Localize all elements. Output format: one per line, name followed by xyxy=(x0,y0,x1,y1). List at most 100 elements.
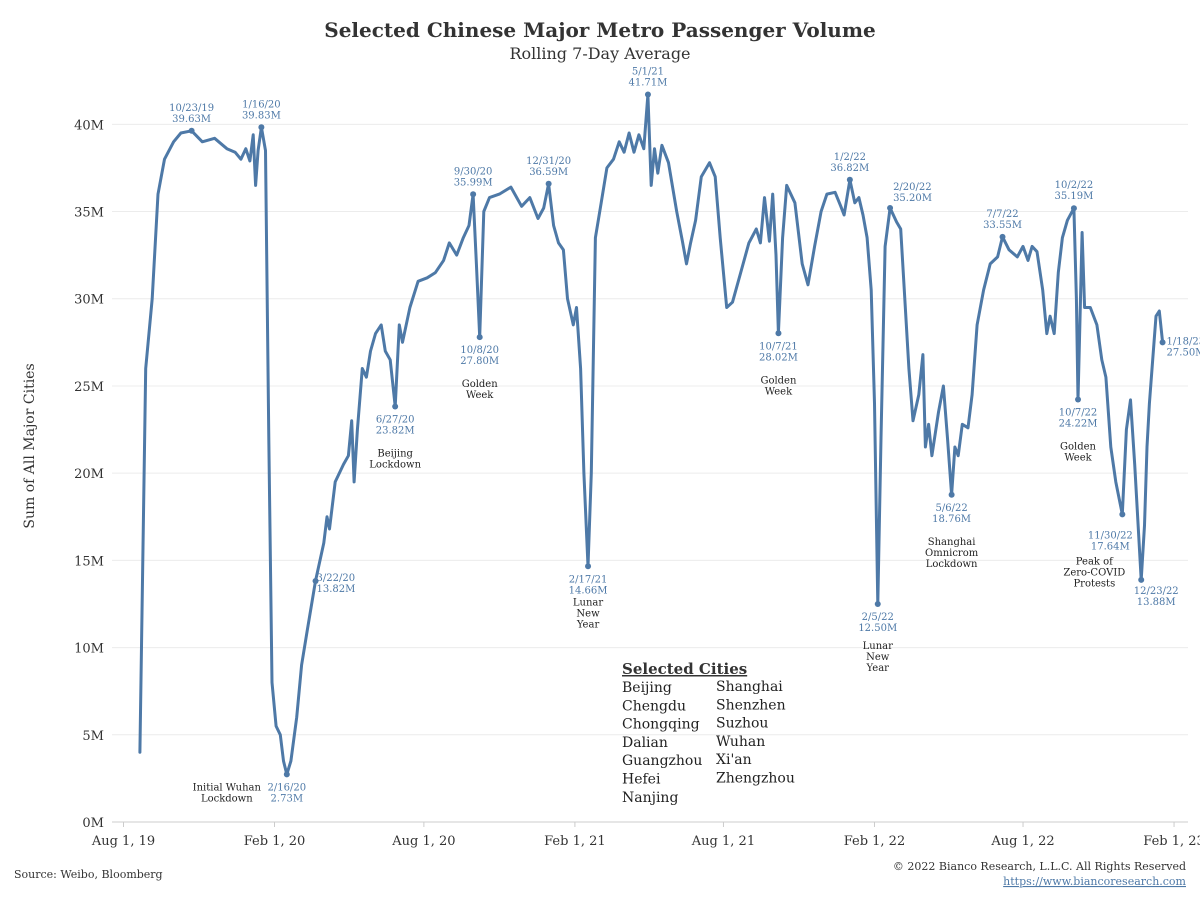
annotation-value: 2/17/21 xyxy=(569,574,608,585)
annotation-value: 35.99M xyxy=(454,177,493,188)
legend-city: Nanjing xyxy=(622,790,678,806)
website-link[interactable]: https://www.biancoresearch.com xyxy=(1003,875,1186,888)
annotated-point xyxy=(312,577,319,584)
annotation-note: Lockdown xyxy=(201,793,253,804)
annotation-note: New xyxy=(576,608,600,619)
y-tick-label: 25M xyxy=(74,380,104,395)
annotated-point xyxy=(258,124,265,131)
annotation-value: 14.66M xyxy=(569,585,608,596)
annotated-point xyxy=(887,205,894,212)
annotated-point xyxy=(545,180,552,187)
annotated-point xyxy=(392,403,399,410)
legend-city: Beijing xyxy=(622,680,672,696)
annotation-value: 6/27/20 xyxy=(376,415,415,426)
x-tick-label: Aug 1, 20 xyxy=(391,834,455,849)
x-tick-label: Aug 1, 21 xyxy=(691,834,755,849)
source-note: Source: Weibo, Bloomberg xyxy=(14,868,163,881)
annotation-value: 3/22/20 xyxy=(317,573,356,584)
x-tick-label: Feb 1, 20 xyxy=(244,834,306,849)
legend-city: Chongqing xyxy=(622,717,700,733)
annotation-value: 10/7/22 xyxy=(1059,408,1098,419)
annotation-value: 35.19M xyxy=(1054,191,1093,202)
annotated-point xyxy=(585,563,592,570)
annotation-value: 2/20/22 xyxy=(893,182,932,193)
annotation-value: 12/31/20 xyxy=(526,156,571,167)
annotated-point xyxy=(1070,205,1077,212)
annotation-value: 24.22M xyxy=(1059,419,1098,430)
annotation-note: Year xyxy=(866,663,890,674)
annotation-value: 17.64M xyxy=(1091,541,1130,552)
annotation-note: Golden xyxy=(1060,442,1097,453)
y-tick-label: 40M xyxy=(74,118,104,133)
legend-city: Suzhou xyxy=(716,716,768,732)
annotation-value: 35.20M xyxy=(893,193,932,204)
annotation-note: Protests xyxy=(1073,578,1115,589)
annotation-note: Week xyxy=(466,390,494,401)
annotation-note: Beijing xyxy=(377,449,413,460)
annotated-points xyxy=(188,91,1166,778)
x-tick-label: Aug 1, 22 xyxy=(990,834,1054,849)
annotation-value: 27.80M xyxy=(460,356,499,367)
annotation-value: 11/30/22 xyxy=(1088,530,1133,541)
annotation-note: Lockdown xyxy=(369,460,421,471)
annotation-value: 1/2/22 xyxy=(834,152,866,163)
annotation-note: Year xyxy=(576,619,600,630)
annotated-point xyxy=(1138,576,1145,583)
annotation-value: 2/16/20 xyxy=(268,782,307,793)
annotated-point xyxy=(1159,339,1166,346)
legend-city: Shanghai xyxy=(716,679,783,695)
legend-city: Guangzhou xyxy=(622,753,702,769)
x-tick-label: Feb 1, 23 xyxy=(1143,834,1200,849)
annotated-point xyxy=(476,334,483,341)
annotation-note: Shanghai xyxy=(928,537,976,548)
annotated-point xyxy=(1075,396,1082,403)
annotation-note: Lockdown xyxy=(926,559,978,570)
annotation-note: Peak of xyxy=(1076,556,1114,567)
annotated-point xyxy=(948,491,955,498)
legend-city: Xi'an xyxy=(716,752,752,768)
y-tick-label: 15M xyxy=(74,554,104,569)
annotation-note: Zero-COVID xyxy=(1063,567,1125,578)
x-tick-label: Feb 1, 21 xyxy=(544,834,606,849)
annotated-point xyxy=(874,600,881,607)
legend-city: Chengdu xyxy=(622,698,686,714)
annotation-value: 1/18/23 xyxy=(1167,336,1200,347)
annotation-note: New xyxy=(866,652,890,663)
y-tick-label: 20M xyxy=(74,467,104,482)
annotation-note: Week xyxy=(765,386,793,397)
annotation-note: Week xyxy=(1064,453,1092,464)
annotation-value: 36.82M xyxy=(830,163,869,174)
annotation-value: 7/7/22 xyxy=(986,209,1018,220)
annotation-value: 28.02M xyxy=(759,352,798,363)
legend-city: Zhengzhou xyxy=(716,771,795,787)
annotation-value: 5/6/22 xyxy=(936,503,968,514)
annotation-value: 39.63M xyxy=(172,114,211,125)
annotation-note: Golden xyxy=(760,375,797,386)
annotation-note: Omnicrom xyxy=(925,548,979,559)
y-tick-label: 5M xyxy=(82,729,104,744)
annotation-value: 27.50M xyxy=(1167,347,1200,358)
y-axis-label: Sum of All Major Cities xyxy=(22,363,38,528)
annotation-value: 23.82M xyxy=(376,426,415,437)
legend-city: Wuhan xyxy=(716,734,765,750)
annotation-value: 5/1/21 xyxy=(632,67,664,78)
annotated-point xyxy=(644,91,651,98)
annotation-value: 10/2/22 xyxy=(1055,180,1094,191)
x-axis-ticks: Aug 1, 19 Feb 1, 20 Aug 1, 20 Feb 1, 21 Aug … xyxy=(91,822,1200,849)
annotation-value: 12.50M xyxy=(858,623,897,634)
copyright-note: © 2022 Bianco Research, L.L.C. All Right… xyxy=(893,860,1186,873)
annotation-value: 2/5/22 xyxy=(862,612,894,623)
y-tick-label: 0M xyxy=(82,816,104,831)
y-axis-ticks: 0M 5M 10M 15M 20M 25M 30M 35M 40M xyxy=(74,118,104,831)
annotation-value: 41.71M xyxy=(629,78,668,89)
annotation-value: 1/16/20 xyxy=(242,99,281,110)
legend-title: Selected Cities xyxy=(622,660,747,678)
annotation-value: 33.55M xyxy=(983,220,1022,231)
annotation-note: Golden xyxy=(462,379,499,390)
annotation-value: 10/23/19 xyxy=(169,103,214,114)
chart-title: Selected Chinese Major Metro Passenger V… xyxy=(324,18,875,42)
annotation-note: Lunar xyxy=(573,597,603,608)
y-tick-label: 30M xyxy=(74,293,104,308)
